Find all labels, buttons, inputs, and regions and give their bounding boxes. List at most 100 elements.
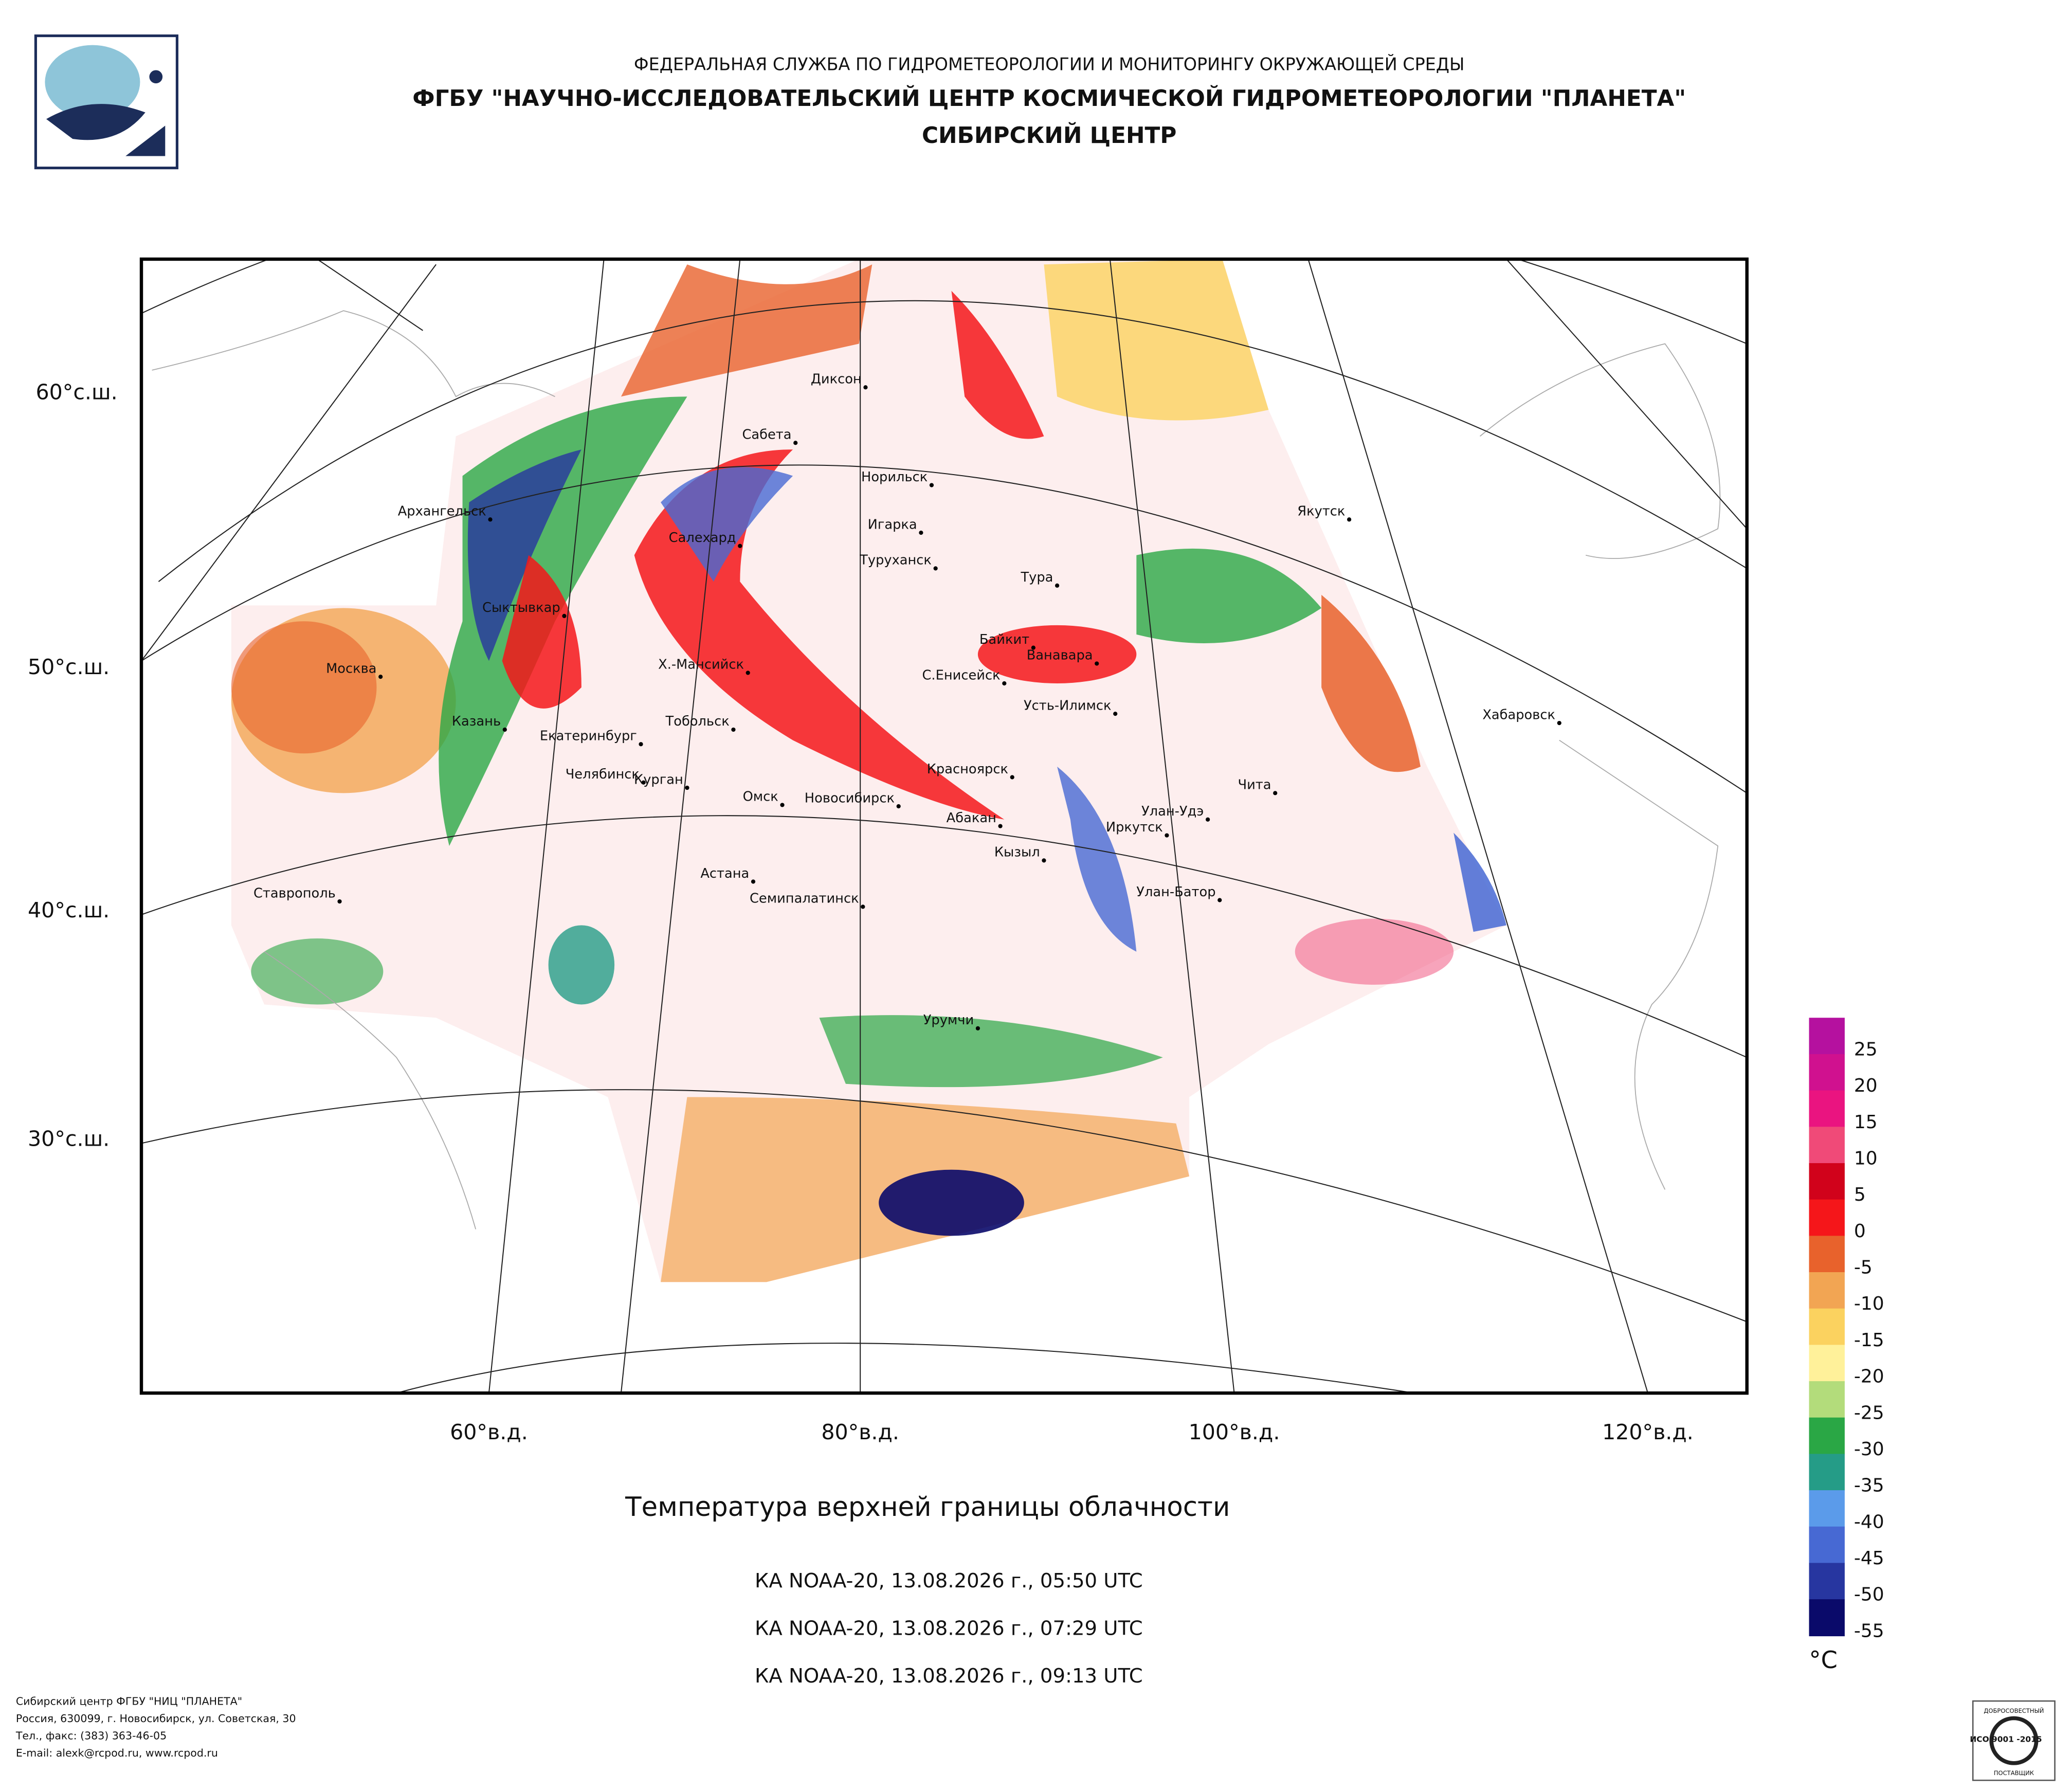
graticule (141, 259, 1747, 1394)
city-dot (1095, 661, 1099, 666)
city-label: Сыктывкар (482, 600, 560, 616)
city-dot (975, 1026, 980, 1030)
coastlines (152, 310, 1721, 1229)
city-dot (641, 780, 646, 785)
legend-label: 0 (1854, 1221, 1866, 1242)
city-label: Курган (634, 772, 683, 787)
city-label: Ставрополь (253, 885, 336, 901)
city-label: Архангельск (398, 504, 486, 519)
city-dot (863, 385, 868, 390)
satellite-pass: КА NOAA-20, 13.08.2026 г., 05:50 UTC (755, 1569, 1143, 1593)
map-title: Температура верхней границы облачности (625, 1492, 1230, 1523)
footer-line: E-mail: alexk@rcpod.ru, www.rcpod.ru (16, 1747, 218, 1759)
city-label: Красноярск (927, 762, 1008, 777)
city-dot (562, 613, 567, 619)
legend-swatch (1809, 1272, 1845, 1309)
header-center: ФГБУ "НАУЧНО-ИССЛЕДОВАТЕЛЬСКИЙ ЦЕНТР КОС… (412, 84, 1686, 112)
city-dot (639, 742, 643, 747)
lat-label: 40°с.ш. (28, 898, 110, 922)
map-frame (139, 257, 1749, 1395)
map-area: Диксон Сабета Норильск Архангельск Салехард И… (141, 259, 1747, 1394)
legend-label: 20 (1854, 1075, 1878, 1096)
legend-swatch (1809, 1308, 1845, 1346)
header-branch: СИБИРСКИЙ ЦЕНТР (922, 121, 1176, 149)
legend-swatch (1809, 1526, 1845, 1564)
legend-swatch (1809, 1163, 1845, 1200)
footer-line: Сибирский центр ФГБУ "НИЦ "ПЛАНЕТА" (16, 1695, 242, 1708)
city-dot (1217, 898, 1222, 902)
city-dot (1002, 681, 1007, 686)
city-label: Челябинск (566, 767, 640, 782)
legend-swatch (1809, 1381, 1845, 1418)
city-dot (861, 904, 865, 909)
city-dot (488, 517, 493, 522)
legend-swatch (1809, 1345, 1845, 1382)
city-label: Сабета (742, 427, 791, 443)
color-legend: 25 20 15 10 5 0 -5 -10 -15 -20 -25 -30 -35 -40 -45 -50 -… (1809, 1018, 1884, 1674)
legend-swatch (1809, 1417, 1845, 1455)
legend-label: 15 (1854, 1112, 1878, 1133)
logo (34, 34, 178, 170)
legend-label: -25 (1854, 1402, 1884, 1423)
city-label: Норильск (861, 469, 928, 485)
city-label: Иркутск (1106, 820, 1163, 835)
city-label: Омск (743, 789, 778, 805)
lat-label: 30°с.ш. (28, 1127, 110, 1151)
city-label: Игарка (868, 517, 917, 532)
city-dot (1055, 583, 1060, 588)
city-label: Екатеринбург (540, 729, 637, 744)
city-label: Улан-Удэ (1141, 804, 1204, 819)
legend-swatch (1809, 1599, 1845, 1637)
legend-swatch (1809, 1563, 1845, 1600)
lat-label: 50°с.ш. (28, 655, 110, 679)
city-label: Диксон (811, 372, 862, 387)
city-label: Тобольск (665, 714, 730, 729)
city-dot (751, 879, 756, 884)
city-label: Абакан (947, 810, 996, 826)
legend-label: 25 (1854, 1039, 1878, 1060)
legend-swatch (1809, 1199, 1845, 1237)
legend-label: 10 (1854, 1148, 1878, 1169)
badge-bottom: ПОСТАВЩИК (1994, 1769, 2034, 1777)
city-label: Ванавара (1027, 648, 1093, 663)
city-label: Тура (1020, 570, 1053, 585)
city-dot (738, 544, 742, 548)
legend-label: -40 (1854, 1511, 1884, 1532)
legend-label: -15 (1854, 1330, 1884, 1351)
city-dot (919, 530, 923, 535)
satellite-pass: КА NOAA-20, 13.08.2026 г., 09:13 UTC (755, 1665, 1143, 1688)
city-dot (929, 483, 934, 487)
city-dot (793, 441, 798, 445)
city-label: Кызыл (994, 845, 1040, 860)
cloud-imagery (231, 259, 1506, 1282)
legend-swatch (1809, 1490, 1845, 1528)
footer-line: Россия, 630099, г. Новосибирск, ул. Сове… (16, 1712, 296, 1725)
city-dot (731, 727, 736, 732)
city-label: С.Енисейск (922, 667, 1001, 683)
city-dot (1557, 720, 1561, 726)
badge-top: ДОБРОСОВЕСТНЫЙ (1984, 1707, 2044, 1714)
city-label: Усть-Илимск (1024, 698, 1112, 713)
city-dot (1042, 858, 1046, 863)
city-label: Улан-Батор (1136, 884, 1215, 900)
legend-label: 5 (1854, 1184, 1866, 1205)
lon-label: 120°в.д. (1602, 1420, 1694, 1444)
city-label: Семипалатинск (750, 891, 859, 907)
legend-label: -30 (1854, 1439, 1884, 1460)
city-dot (780, 803, 785, 807)
city-dot (1010, 775, 1014, 780)
iso-badge: ДОБРОСОВЕСТНЫЙ ИСО 9001 -2015 ПОСТАВЩИК (1970, 1700, 2056, 1781)
city-layer: Диксон Сабета Норильск Архангельск Салехард И… (253, 372, 1561, 1030)
legend-swatch (1809, 1018, 1845, 1055)
legend-swatch (1809, 1054, 1845, 1091)
city-dot (1273, 791, 1278, 795)
legend-label: -55 (1854, 1620, 1884, 1641)
city-label: Хабаровск (1482, 707, 1555, 722)
legend-label: -5 (1854, 1257, 1873, 1278)
lon-label: 100°в.д. (1189, 1420, 1280, 1444)
legend-swatch (1809, 1236, 1845, 1273)
legend-label: -45 (1854, 1548, 1884, 1569)
legend-label: -50 (1854, 1584, 1884, 1605)
